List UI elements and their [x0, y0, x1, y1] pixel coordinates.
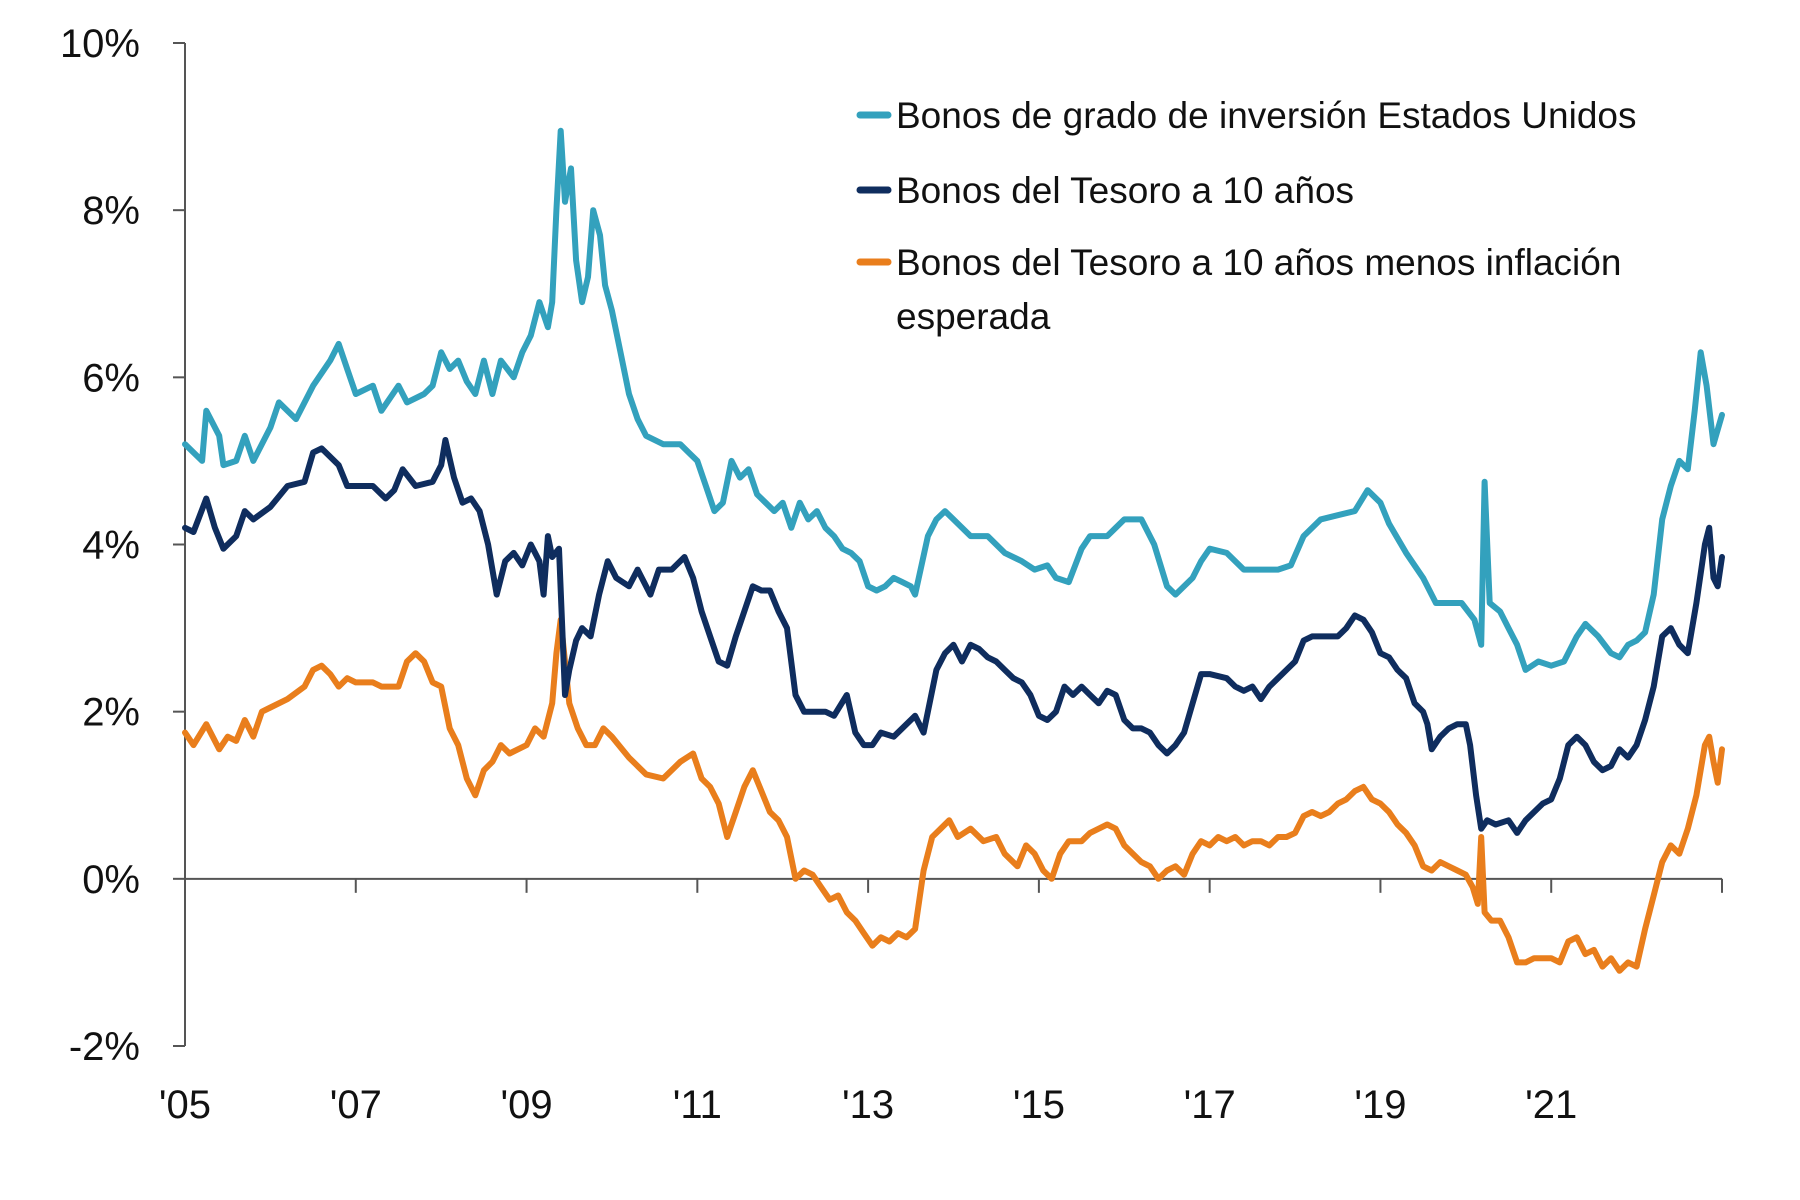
x-axis-ticks: '05 '07 '09 '11 '13 '15 '17 '19 '21 [159, 878, 1723, 1127]
legend-label-0: Bonos de grado de inversión Estados Unid… [896, 95, 1636, 136]
x-tick-label: '05 [159, 1083, 211, 1127]
y-tick-label: 10% [60, 22, 140, 66]
x-tick-label: '09 [500, 1083, 552, 1127]
y-tick-label: 4% [82, 524, 140, 568]
x-tick-label: '19 [1354, 1083, 1406, 1127]
x-tick-label: '15 [1013, 1083, 1065, 1127]
x-tick-label: '07 [330, 1083, 382, 1127]
x-tick-label: '11 [673, 1083, 722, 1127]
legend-label-1: Bonos del Tesoro a 10 años [896, 170, 1354, 211]
legend: Bonos de grado de inversión Estados Unid… [856, 95, 1636, 337]
y-tick-label: -2% [69, 1025, 140, 1069]
series-line-2 [182, 616, 1725, 974]
series-lines [182, 127, 1725, 974]
series-line-1 [182, 437, 1725, 836]
x-tick-label: '17 [1184, 1083, 1236, 1127]
y-axis-ticks: 10% 8% 6% 4% 2% 0% -2% [60, 22, 185, 1069]
x-tick-label: '13 [842, 1083, 894, 1127]
x-tick-label: '21 [1525, 1083, 1577, 1127]
series-line-0 [182, 127, 1725, 673]
y-tick-label: 8% [82, 189, 140, 233]
y-tick-label: 6% [82, 356, 140, 400]
legend-label-2: Bonos del Tesoro a 10 años menos inflaci… [896, 242, 1621, 337]
y-tick-label: 0% [82, 858, 140, 902]
y-tick-label: 2% [82, 691, 140, 735]
